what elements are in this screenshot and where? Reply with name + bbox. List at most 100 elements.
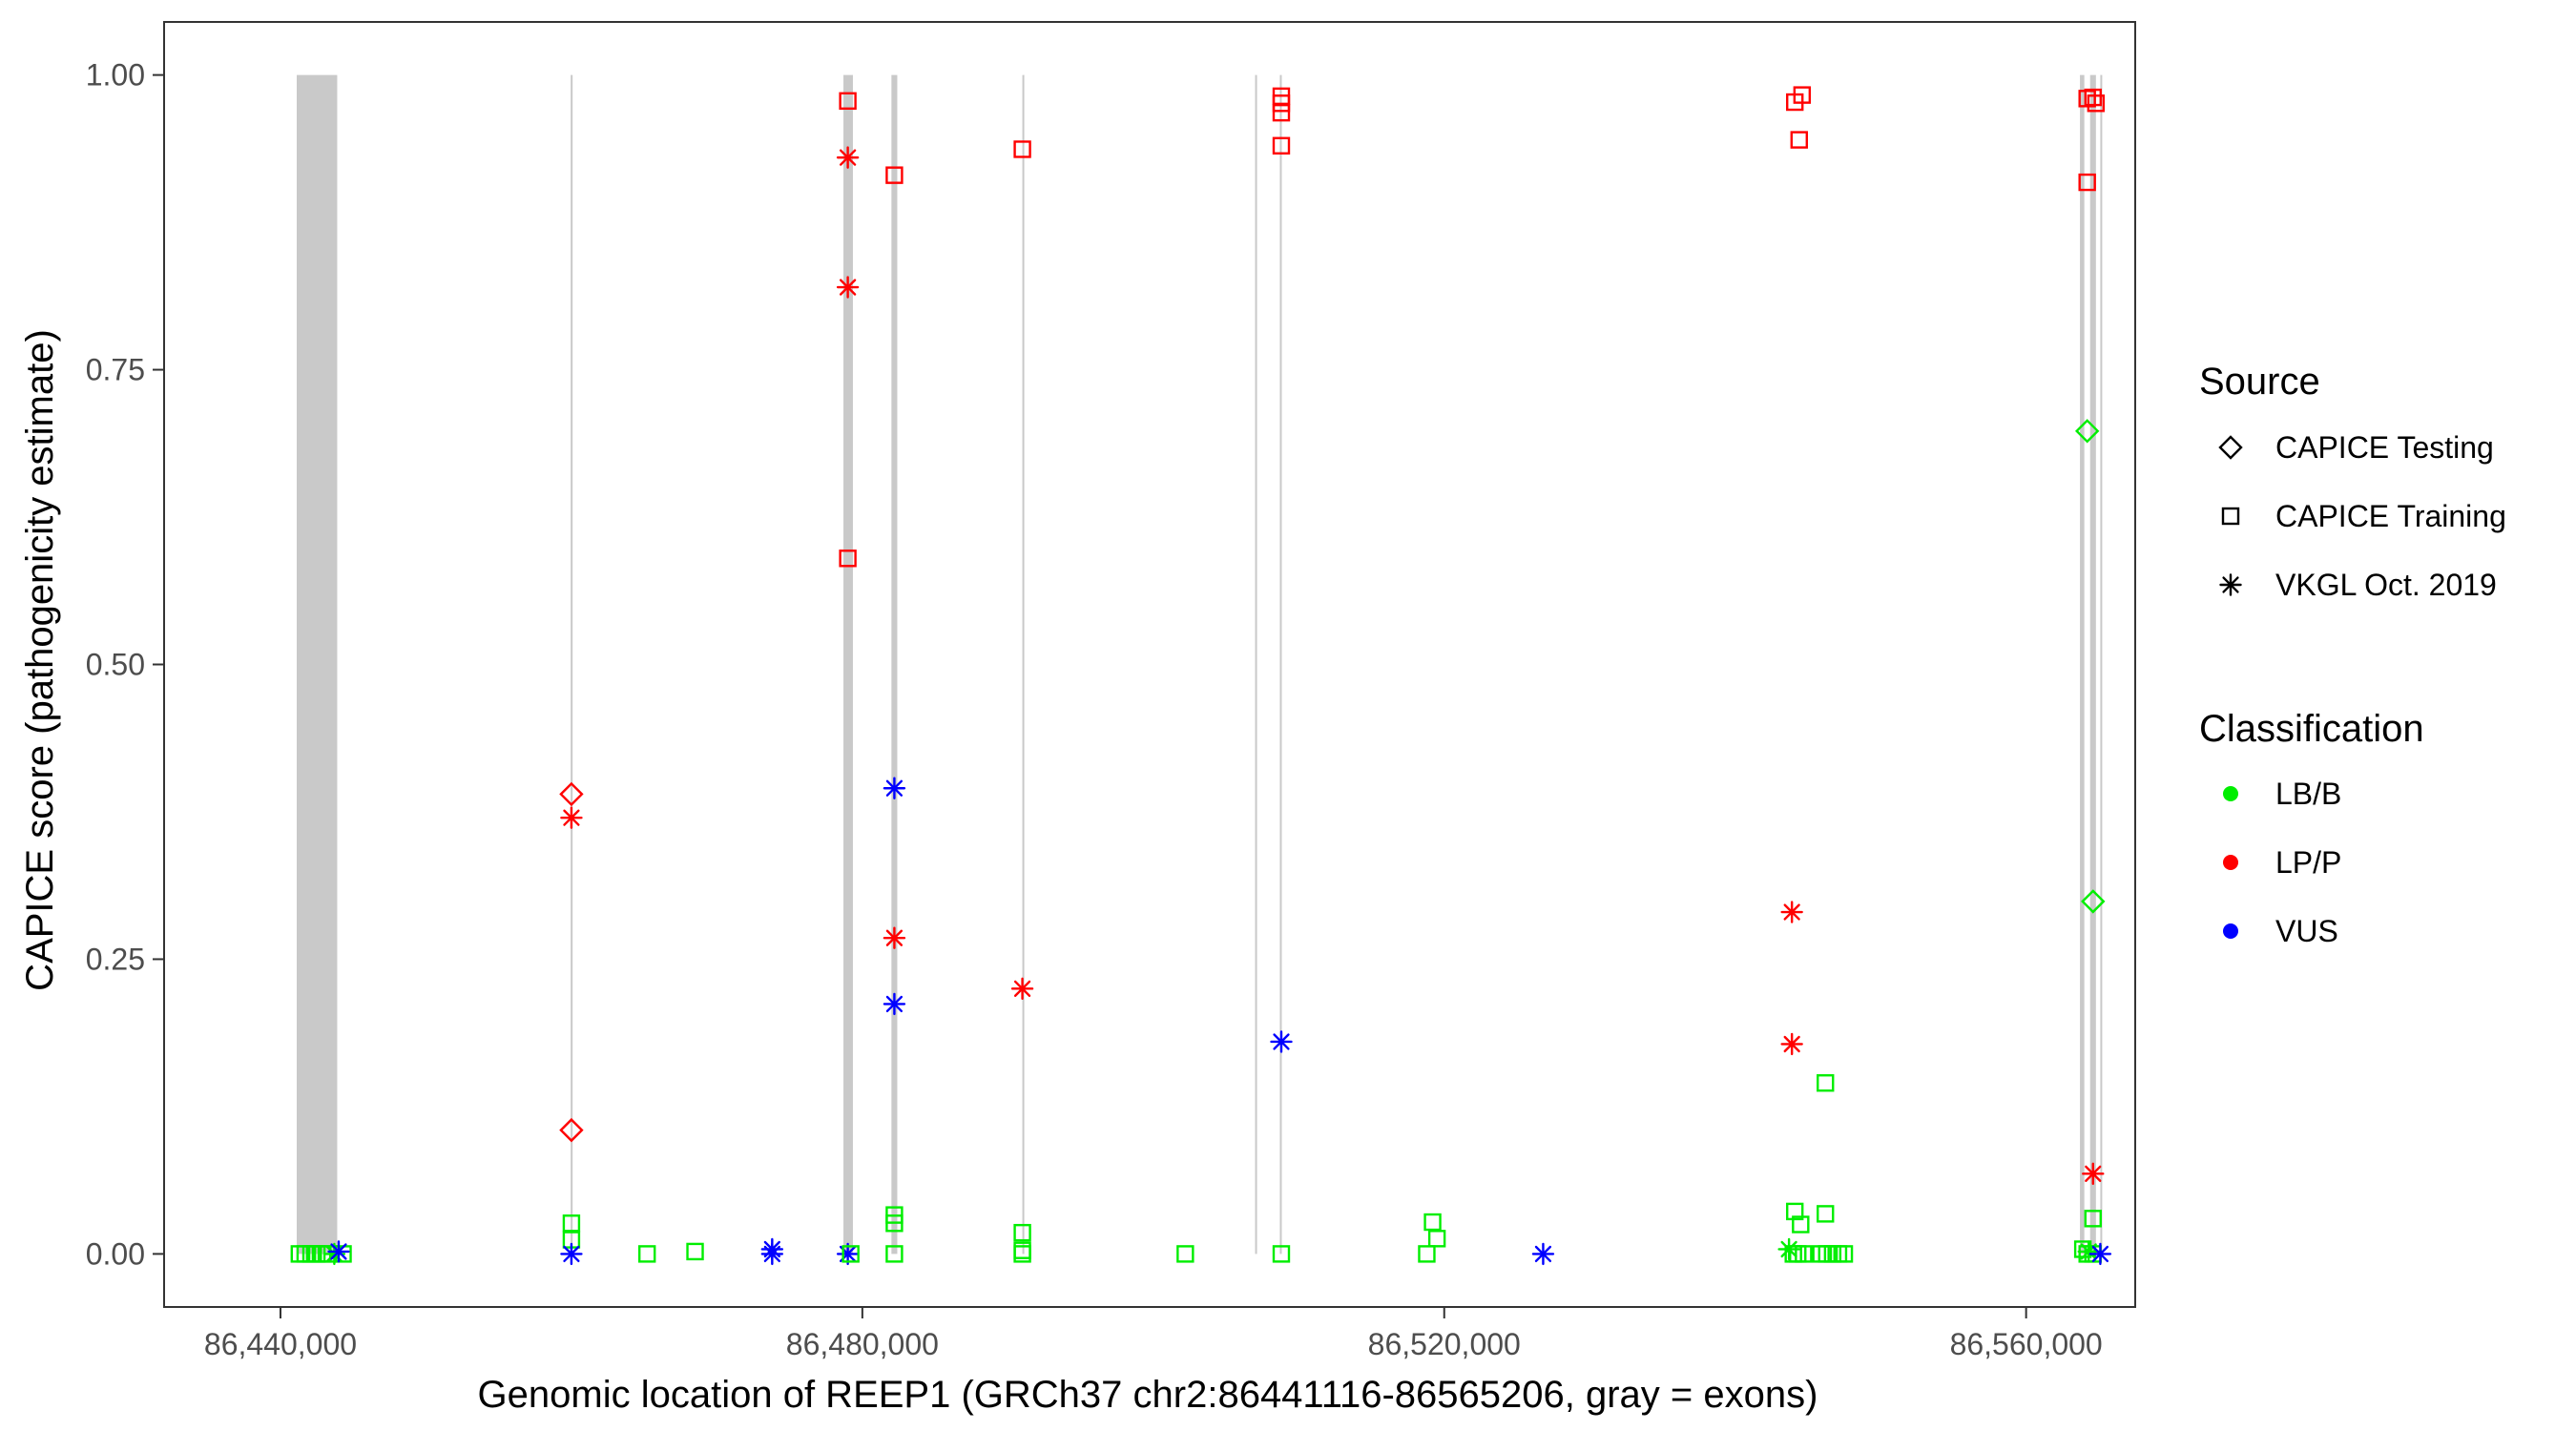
data-point-asterisk bbox=[836, 276, 860, 299]
data-point-square bbox=[638, 1245, 656, 1263]
asterisk-stroke bbox=[563, 809, 580, 826]
exon-band bbox=[843, 74, 853, 1255]
data-point-square bbox=[1272, 136, 1291, 155]
data-point-asterisk bbox=[836, 146, 860, 169]
exon-band bbox=[2100, 74, 2103, 1255]
data-point-square bbox=[1418, 1245, 1436, 1263]
data-point-square bbox=[1272, 103, 1291, 122]
exon-band bbox=[571, 74, 573, 1255]
legend-label-classification: LB/B bbox=[2275, 777, 2341, 811]
data-point-square bbox=[1835, 1245, 1854, 1263]
y-tick-label: 0.00 bbox=[86, 1236, 145, 1271]
data-point-asterisk bbox=[2082, 1162, 2105, 1186]
data-point-square bbox=[1013, 1245, 1031, 1263]
asterisk-stroke bbox=[2222, 576, 2239, 593]
plot-panel-border bbox=[163, 21, 2136, 1308]
asterisk-stroke bbox=[885, 929, 904, 946]
asterisk-stroke bbox=[839, 279, 857, 296]
legend-key-dot bbox=[2223, 923, 2238, 939]
data-point-square bbox=[1423, 1213, 1442, 1232]
data-point-square bbox=[1829, 1245, 1848, 1263]
exon-bands bbox=[296, 74, 2103, 1255]
data-point-asterisk bbox=[883, 992, 906, 1016]
data-point-asterisk bbox=[327, 1240, 350, 1263]
y-axis-title: CAPICE score (pathogenicity estimate) bbox=[19, 329, 61, 991]
asterisk-stroke bbox=[1273, 1033, 1290, 1050]
data-points bbox=[290, 86, 2112, 1266]
data-point-square bbox=[1013, 140, 1031, 158]
data-point-square bbox=[1013, 1223, 1031, 1242]
exon-band bbox=[891, 74, 898, 1255]
data-point-asterisk bbox=[883, 926, 906, 949]
data-point-square bbox=[1176, 1245, 1195, 1263]
legend: Source CAPICE Testing CAPICE Training VKGL … bbox=[2199, 361, 2506, 948]
data-point-diamond bbox=[2081, 889, 2106, 914]
data-point-square bbox=[841, 1245, 860, 1263]
data-point-square bbox=[885, 1245, 904, 1263]
data-point-diamond bbox=[559, 781, 584, 807]
legend-title-source: Source bbox=[2199, 361, 2320, 403]
data-point-square bbox=[1823, 1245, 1842, 1263]
x-tick-label: 86,480,000 bbox=[786, 1327, 939, 1361]
data-point-square bbox=[2078, 173, 2096, 192]
exon-band bbox=[1022, 74, 1025, 1255]
y-axis: 0.00 0.25 0.50 0.75 1.00 bbox=[86, 58, 164, 1271]
data-point-asterisk bbox=[1780, 901, 1803, 923]
data-point-diamond bbox=[559, 1117, 584, 1143]
data-point-square bbox=[1795, 1245, 1813, 1263]
asterisk-stroke bbox=[1013, 980, 1031, 997]
data-point-asterisk bbox=[2088, 1242, 2112, 1266]
data-point-square bbox=[1792, 1215, 1810, 1234]
data-point-square bbox=[1790, 131, 1808, 149]
exon-band bbox=[1255, 74, 1257, 1255]
data-point-asterisk bbox=[1780, 1032, 1803, 1056]
legend-key-diamond bbox=[2218, 435, 2243, 460]
data-point-square bbox=[1272, 94, 1291, 113]
asterisk-stroke bbox=[885, 779, 904, 797]
asterisk-stroke bbox=[1783, 903, 1800, 921]
legend-label-source: CAPICE Testing bbox=[2275, 430, 2494, 465]
asterisk-stroke bbox=[2091, 1245, 2109, 1263]
data-point-square bbox=[885, 1214, 904, 1233]
legend-key-asterisk bbox=[2219, 573, 2242, 596]
data-point-square bbox=[2084, 88, 2102, 107]
asterisk-stroke bbox=[1534, 1245, 1552, 1263]
data-point-asterisk bbox=[1010, 977, 1034, 1001]
y-tick-label: 1.00 bbox=[86, 58, 145, 93]
asterisk-stroke bbox=[563, 1245, 580, 1263]
data-point-square bbox=[2087, 94, 2106, 113]
legend-label-source: VKGL Oct. 2019 bbox=[2275, 568, 2497, 602]
data-point-square bbox=[1812, 1245, 1830, 1263]
data-point-square bbox=[1818, 1245, 1836, 1263]
exon-band bbox=[2080, 74, 2085, 1255]
data-point-square bbox=[1817, 1074, 1835, 1092]
data-point-asterisk bbox=[760, 1242, 784, 1266]
x-tick-label: 86,560,000 bbox=[1950, 1327, 2103, 1361]
data-point-asterisk bbox=[560, 806, 583, 829]
data-point-asterisk bbox=[1531, 1242, 1555, 1266]
x-axis-title: Genomic location of REEP1 (GRCh37 chr2:8… bbox=[478, 1374, 1818, 1416]
legend-key-dot bbox=[2223, 786, 2238, 801]
x-axis: 86,440,000 86,480,000 86,520,000 86,560,000 bbox=[204, 1307, 2103, 1361]
data-point-square bbox=[1427, 1230, 1446, 1248]
legend-label-classification: LP/P bbox=[2275, 845, 2341, 880]
data-point-square bbox=[1793, 86, 1812, 104]
y-tick-label: 0.25 bbox=[86, 942, 145, 976]
data-point-asterisk bbox=[883, 777, 906, 799]
asterisk-stroke bbox=[330, 1243, 347, 1260]
legend-key-dot bbox=[2223, 855, 2238, 870]
exon-band bbox=[296, 74, 338, 1255]
data-point-square bbox=[885, 166, 904, 184]
data-point-square bbox=[839, 550, 857, 568]
data-point-square bbox=[686, 1242, 704, 1261]
exon-band bbox=[2089, 74, 2096, 1255]
asterisk-stroke bbox=[2085, 1165, 2102, 1182]
asterisk-stroke bbox=[839, 149, 857, 166]
data-point-square bbox=[839, 92, 857, 110]
x-tick-label: 86,520,000 bbox=[1368, 1327, 1521, 1361]
data-point-asterisk bbox=[560, 1242, 583, 1266]
legend-label-source: CAPICE Training bbox=[2275, 499, 2506, 533]
asterisk-stroke bbox=[1783, 1035, 1800, 1053]
data-point-diamond bbox=[2074, 419, 2100, 444]
